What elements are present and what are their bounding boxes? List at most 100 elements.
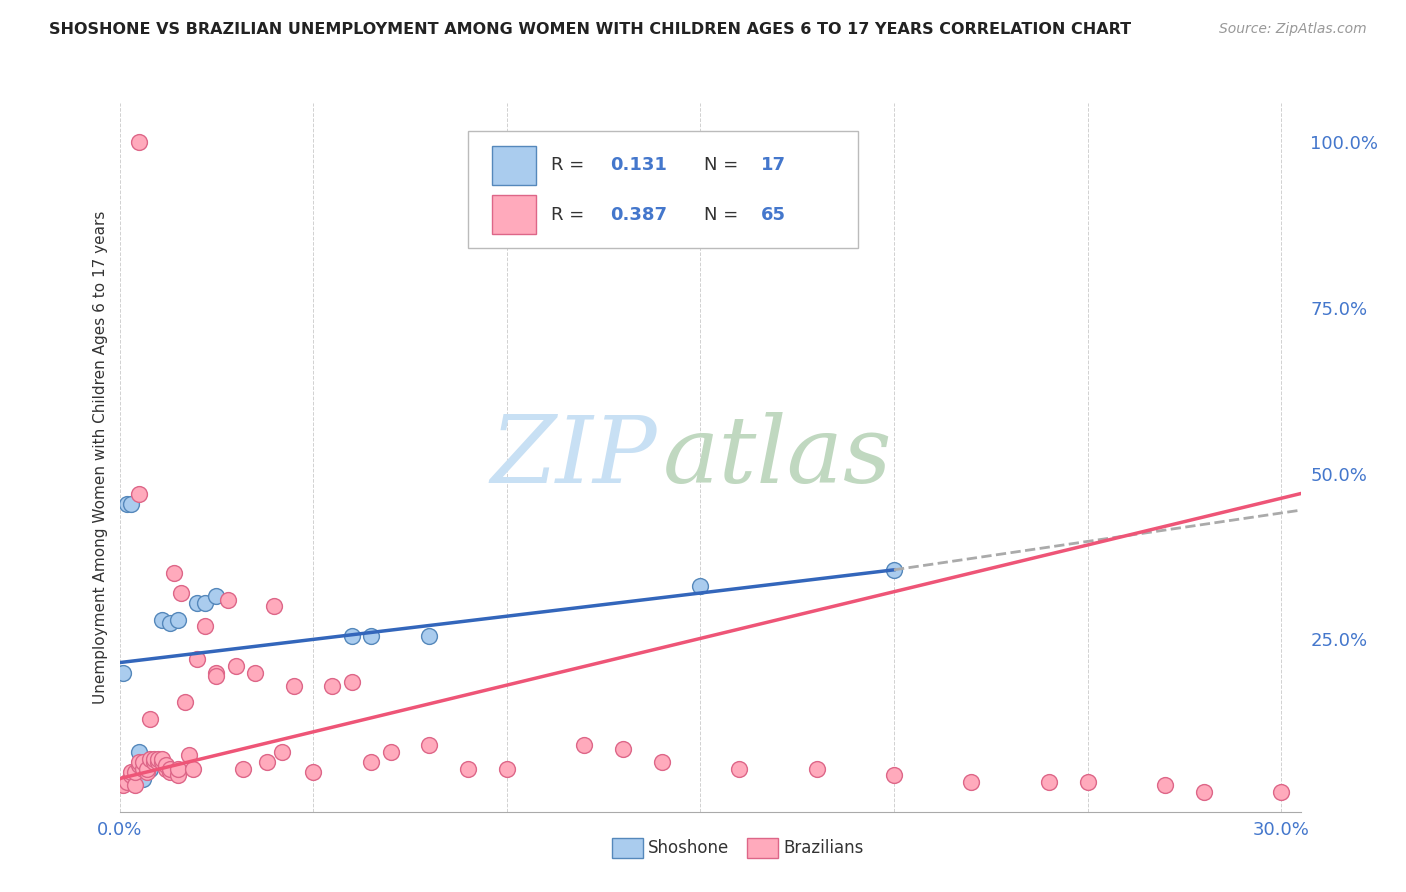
Text: 65: 65: [761, 206, 786, 224]
Point: [806, 762, 828, 776]
Point: [457, 762, 479, 776]
Text: Shoshone: Shoshone: [648, 839, 730, 857]
Point: [124, 778, 146, 792]
Point: [205, 665, 228, 680]
Point: [166, 768, 188, 782]
Point: [132, 762, 155, 776]
Point: [495, 762, 517, 776]
Point: [143, 755, 166, 769]
Point: [139, 712, 162, 726]
Point: [263, 599, 285, 614]
Point: [1192, 785, 1215, 799]
Y-axis label: Unemployment Among Women with Children Ages 6 to 17 years: Unemployment Among Women with Children A…: [93, 211, 108, 704]
FancyBboxPatch shape: [468, 131, 858, 248]
Point: [150, 752, 173, 766]
Point: [132, 772, 155, 786]
Text: N =: N =: [704, 156, 744, 174]
Text: R =: R =: [551, 156, 589, 174]
Point: [150, 613, 173, 627]
Point: [117, 775, 139, 789]
Point: [380, 745, 402, 759]
Point: [148, 755, 170, 769]
Point: [194, 619, 217, 633]
Point: [170, 586, 193, 600]
Point: [205, 590, 228, 604]
Point: [256, 755, 278, 769]
Point: [143, 752, 166, 766]
Point: [960, 775, 983, 789]
Point: [120, 497, 142, 511]
Point: [302, 764, 325, 779]
Point: [572, 739, 595, 753]
Point: [159, 762, 181, 776]
Point: [128, 745, 150, 759]
Point: [120, 768, 142, 782]
Point: [128, 755, 150, 769]
Point: [135, 764, 157, 779]
Point: [340, 675, 363, 690]
Point: [120, 764, 142, 779]
Point: [205, 669, 228, 683]
Point: [1077, 775, 1099, 789]
Point: [194, 596, 217, 610]
Point: [163, 566, 186, 581]
Point: [159, 615, 181, 630]
Point: [139, 762, 162, 776]
Point: [186, 652, 208, 666]
Point: [418, 739, 440, 753]
Point: [1270, 785, 1292, 799]
Point: [155, 758, 177, 772]
Point: [232, 762, 254, 776]
Point: [128, 136, 150, 150]
Text: Source: ZipAtlas.com: Source: ZipAtlas.com: [1219, 22, 1367, 37]
Point: [1038, 775, 1060, 789]
Point: [166, 613, 188, 627]
Text: N =: N =: [704, 206, 744, 224]
Point: [883, 563, 905, 577]
Text: 0.387: 0.387: [610, 206, 666, 224]
Bar: [492, 145, 537, 185]
Point: [283, 679, 305, 693]
Point: [883, 768, 905, 782]
Point: [117, 497, 139, 511]
Text: 0.131: 0.131: [610, 156, 666, 174]
Point: [728, 762, 751, 776]
Point: [651, 755, 673, 769]
Point: [124, 764, 146, 779]
Text: ZIP: ZIP: [491, 412, 657, 502]
Point: [128, 486, 150, 500]
Point: [112, 665, 135, 680]
Text: SHOSHONE VS BRAZILIAN UNEMPLOYMENT AMONG WOMEN WITH CHILDREN AGES 6 TO 17 YEARS : SHOSHONE VS BRAZILIAN UNEMPLOYMENT AMONG…: [49, 22, 1132, 37]
Point: [179, 748, 201, 763]
Point: [132, 755, 155, 769]
Text: 17: 17: [761, 156, 786, 174]
Point: [243, 665, 266, 680]
Point: [181, 762, 204, 776]
Point: [340, 629, 363, 643]
Point: [1154, 778, 1177, 792]
Point: [271, 745, 294, 759]
Point: [321, 679, 343, 693]
Point: [418, 629, 440, 643]
Bar: [492, 195, 537, 235]
Text: atlas: atlas: [662, 412, 893, 502]
Text: R =: R =: [551, 206, 589, 224]
Point: [360, 629, 382, 643]
Point: [139, 752, 162, 766]
Point: [159, 764, 181, 779]
Point: [166, 762, 188, 776]
Point: [135, 762, 157, 776]
Point: [689, 579, 711, 593]
Point: [112, 778, 135, 792]
Point: [225, 659, 247, 673]
Text: Brazilians: Brazilians: [783, 839, 863, 857]
Point: [217, 592, 239, 607]
Point: [186, 596, 208, 610]
Point: [155, 762, 177, 776]
Point: [128, 758, 150, 772]
Point: [150, 755, 173, 769]
Point: [174, 695, 197, 709]
Point: [612, 741, 634, 756]
Point: [148, 752, 170, 766]
Point: [360, 755, 382, 769]
